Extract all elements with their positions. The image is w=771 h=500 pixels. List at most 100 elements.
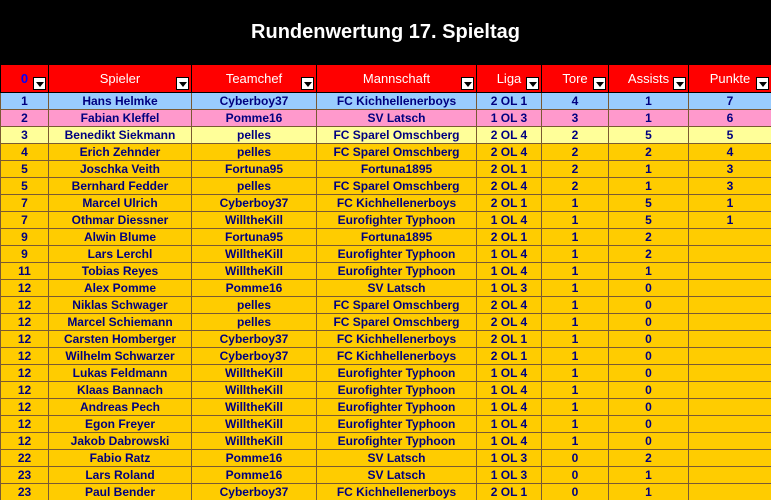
cell-rank[interactable]: 7 xyxy=(0,194,49,212)
cell-rank[interactable]: 3 xyxy=(0,126,49,144)
cell-spieler[interactable]: Wilhelm Schwarzer xyxy=(48,347,192,365)
cell-mannschaft[interactable]: FC Sparel Omschberg xyxy=(316,143,477,161)
cell-assists[interactable]: 0 xyxy=(608,381,689,399)
cell-liga[interactable]: 2 OL 1 xyxy=(476,160,542,178)
cell-tore[interactable]: 1 xyxy=(541,262,609,280)
cell-punkte[interactable] xyxy=(688,228,771,246)
filter-dropdown-icon[interactable] xyxy=(301,77,314,90)
cell-assists[interactable]: 1 xyxy=(608,160,689,178)
cell-assists[interactable]: 2 xyxy=(608,245,689,263)
cell-mannschaft[interactable]: FC Sparel Omschberg xyxy=(316,126,477,144)
cell-mannschaft[interactable]: Fortuna1895 xyxy=(316,228,477,246)
cell-liga[interactable]: 1 OL 4 xyxy=(476,211,542,229)
cell-liga[interactable]: 2 OL 1 xyxy=(476,483,542,500)
filter-dropdown-icon[interactable] xyxy=(33,77,46,90)
cell-liga[interactable]: 2 OL 1 xyxy=(476,347,542,365)
cell-spieler[interactable]: Joschka Veith xyxy=(48,160,192,178)
cell-liga[interactable]: 1 OL 4 xyxy=(476,398,542,416)
cell-punkte[interactable] xyxy=(688,262,771,280)
filter-dropdown-icon[interactable] xyxy=(526,77,539,90)
cell-liga[interactable]: 1 OL 4 xyxy=(476,262,542,280)
cell-rank[interactable]: 12 xyxy=(0,330,49,348)
cell-liga[interactable]: 1 OL 3 xyxy=(476,279,542,297)
cell-assists[interactable]: 1 xyxy=(608,262,689,280)
cell-teamchef[interactable]: pelles xyxy=(191,143,317,161)
cell-punkte[interactable] xyxy=(688,245,771,263)
cell-teamchef[interactable]: WilltheKill xyxy=(191,398,317,416)
cell-tore[interactable]: 1 xyxy=(541,194,609,212)
cell-rank[interactable]: 9 xyxy=(0,228,49,246)
cell-liga[interactable]: 2 OL 4 xyxy=(476,143,542,161)
cell-spieler[interactable]: Fabian Kleffel xyxy=(48,109,192,127)
cell-punkte[interactable] xyxy=(688,381,771,399)
cell-mannschaft[interactable]: FC Sparel Omschberg xyxy=(316,296,477,314)
cell-tore[interactable]: 3 xyxy=(541,109,609,127)
cell-mannschaft[interactable]: Eurofighter Typhoon xyxy=(316,262,477,280)
cell-punkte[interactable]: 7 xyxy=(688,92,771,110)
cell-teamchef[interactable]: Pomme16 xyxy=(191,109,317,127)
cell-rank[interactable]: 11 xyxy=(0,262,49,280)
cell-rank[interactable]: 12 xyxy=(0,279,49,297)
cell-rank[interactable]: 23 xyxy=(0,466,49,484)
cell-punkte[interactable]: 3 xyxy=(688,177,771,195)
cell-tore[interactable]: 1 xyxy=(541,211,609,229)
cell-assists[interactable]: 0 xyxy=(608,398,689,416)
cell-rank[interactable]: 12 xyxy=(0,364,49,382)
cell-tore[interactable]: 1 xyxy=(541,313,609,331)
cell-teamchef[interactable]: Pomme16 xyxy=(191,449,317,467)
cell-teamchef[interactable]: pelles xyxy=(191,296,317,314)
cell-spieler[interactable]: Lars Roland xyxy=(48,466,192,484)
cell-assists[interactable]: 5 xyxy=(608,194,689,212)
cell-spieler[interactable]: Lukas Feldmann xyxy=(48,364,192,382)
cell-spieler[interactable]: Fabio Ratz xyxy=(48,449,192,467)
cell-mannschaft[interactable]: Eurofighter Typhoon xyxy=(316,245,477,263)
cell-liga[interactable]: 2 OL 1 xyxy=(476,228,542,246)
cell-spieler[interactable]: Carsten Homberger xyxy=(48,330,192,348)
cell-teamchef[interactable]: WilltheKill xyxy=(191,415,317,433)
cell-tore[interactable]: 1 xyxy=(541,245,609,263)
cell-teamchef[interactable]: WilltheKill xyxy=(191,381,317,399)
cell-mannschaft[interactable]: Eurofighter Typhoon xyxy=(316,415,477,433)
cell-tore[interactable]: 1 xyxy=(541,398,609,416)
cell-teamchef[interactable]: WilltheKill xyxy=(191,245,317,263)
cell-teamchef[interactable]: Pomme16 xyxy=(191,279,317,297)
cell-assists[interactable]: 2 xyxy=(608,449,689,467)
cell-mannschaft[interactable]: Eurofighter Typhoon xyxy=(316,364,477,382)
cell-punkte[interactable]: 1 xyxy=(688,211,771,229)
cell-liga[interactable]: 2 OL 1 xyxy=(476,330,542,348)
cell-liga[interactable]: 2 OL 4 xyxy=(476,126,542,144)
cell-rank[interactable]: 4 xyxy=(0,143,49,161)
cell-rank[interactable]: 12 xyxy=(0,415,49,433)
cell-tore[interactable]: 1 xyxy=(541,432,609,450)
cell-spieler[interactable]: Marcel Schiemann xyxy=(48,313,192,331)
cell-spieler[interactable]: Marcel Ulrich xyxy=(48,194,192,212)
cell-tore[interactable]: 4 xyxy=(541,92,609,110)
cell-tore[interactable]: 1 xyxy=(541,415,609,433)
cell-rank[interactable]: 2 xyxy=(0,109,49,127)
cell-tore[interactable]: 1 xyxy=(541,364,609,382)
cell-tore[interactable]: 1 xyxy=(541,228,609,246)
cell-assists[interactable]: 5 xyxy=(608,126,689,144)
cell-rank[interactable]: 1 xyxy=(0,92,49,110)
cell-assists[interactable]: 0 xyxy=(608,432,689,450)
cell-spieler[interactable]: Niklas Schwager xyxy=(48,296,192,314)
cell-punkte[interactable]: 3 xyxy=(688,160,771,178)
cell-teamchef[interactable]: pelles xyxy=(191,313,317,331)
cell-mannschaft[interactable]: Eurofighter Typhoon xyxy=(316,432,477,450)
cell-tore[interactable]: 2 xyxy=(541,177,609,195)
cell-punkte[interactable] xyxy=(688,432,771,450)
cell-liga[interactable]: 1 OL 4 xyxy=(476,381,542,399)
cell-rank[interactable]: 12 xyxy=(0,296,49,314)
cell-teamchef[interactable]: Fortuna95 xyxy=(191,228,317,246)
cell-punkte[interactable]: 1 xyxy=(688,194,771,212)
cell-mannschaft[interactable]: FC Kichhellenerboys xyxy=(316,194,477,212)
cell-rank[interactable]: 12 xyxy=(0,313,49,331)
cell-teamchef[interactable]: WilltheKill xyxy=(191,262,317,280)
cell-liga[interactable]: 1 OL 4 xyxy=(476,364,542,382)
cell-mannschaft[interactable]: FC Kichhellenerboys xyxy=(316,92,477,110)
cell-liga[interactable]: 2 OL 1 xyxy=(476,92,542,110)
cell-punkte[interactable] xyxy=(688,415,771,433)
cell-spieler[interactable]: Alex Pomme xyxy=(48,279,192,297)
cell-rank[interactable]: 12 xyxy=(0,398,49,416)
cell-spieler[interactable]: Jakob Dabrowski xyxy=(48,432,192,450)
